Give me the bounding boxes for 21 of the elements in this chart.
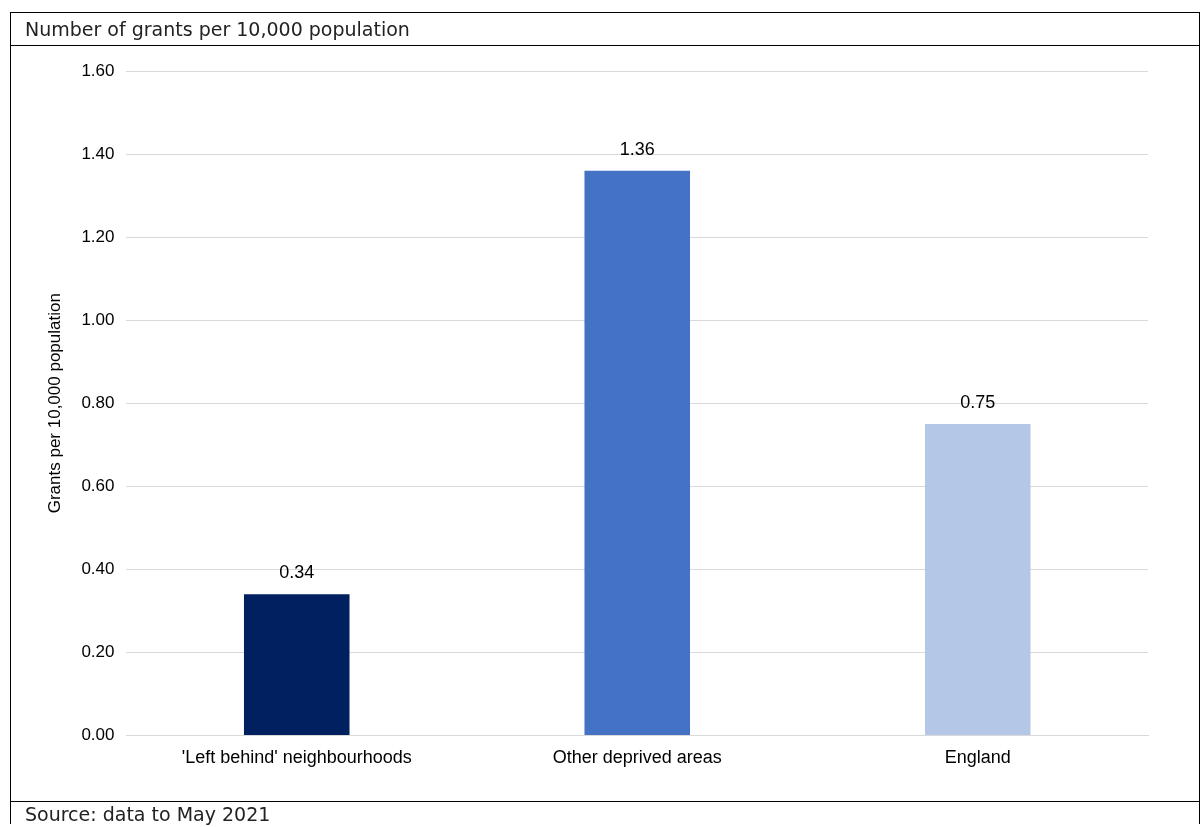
data-label: 1.36 bbox=[619, 138, 655, 159]
y-tick-label: 0.20 bbox=[81, 642, 115, 662]
chart-title: Number of grants per 10,000 population bbox=[11, 13, 1199, 46]
data-label: 0.75 bbox=[960, 391, 996, 412]
data-label: 0.34 bbox=[279, 562, 315, 583]
y-tick-label: 1.20 bbox=[81, 226, 115, 246]
source-note: Source: data to May 2021 bbox=[24, 802, 272, 826]
y-tick-label: 1.40 bbox=[81, 143, 115, 163]
x-tick-label: 'Left behind' neighbourhoods bbox=[181, 747, 412, 768]
y-tick-label: 0.60 bbox=[81, 475, 115, 495]
x-tick-label: England bbox=[944, 747, 1011, 768]
y-tick-label: 0.40 bbox=[81, 558, 115, 578]
y-tick-label: 0.80 bbox=[81, 392, 115, 412]
y-tick-label: 1.60 bbox=[81, 60, 115, 80]
y-axis-title: Grants per 10,000 population bbox=[44, 293, 64, 514]
x-tick-label: Other deprived areas bbox=[552, 747, 722, 768]
bar bbox=[584, 170, 691, 735]
bar bbox=[243, 594, 350, 735]
y-tick-label: 1.00 bbox=[81, 309, 115, 329]
y-tick-label: 0.00 bbox=[81, 725, 115, 745]
bar bbox=[924, 423, 1031, 735]
